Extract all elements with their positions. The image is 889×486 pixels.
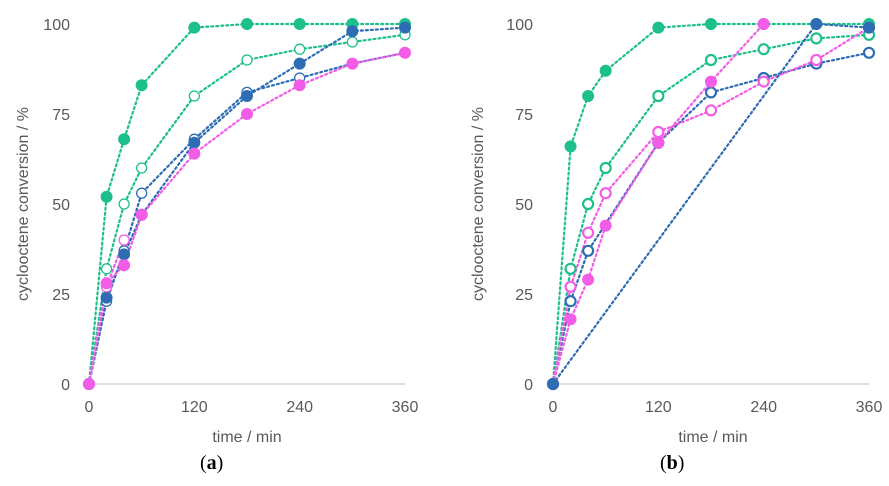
- x-axis-title: time / min: [678, 429, 747, 446]
- data-point: [564, 280, 577, 293]
- data-point: [564, 262, 577, 275]
- caption-a: (a): [200, 452, 224, 474]
- data-point: [346, 25, 359, 38]
- data-point: [564, 295, 577, 308]
- data-point: [652, 21, 665, 34]
- data-point: [582, 197, 595, 211]
- data-point: [599, 219, 612, 232]
- data-point: [188, 21, 201, 34]
- data-point: [704, 104, 718, 117]
- data-point: [241, 90, 253, 102]
- y-tick-label: 75: [515, 107, 533, 124]
- data-point: [564, 140, 577, 153]
- data-point: [83, 378, 95, 390]
- data-point: [241, 108, 253, 120]
- data-point: [100, 263, 113, 275]
- data-point: [757, 75, 770, 88]
- y-tick-label: 0: [61, 377, 70, 394]
- data-point: [582, 273, 595, 286]
- data-point: [118, 198, 130, 210]
- data-point: [582, 244, 595, 257]
- data-point: [293, 18, 306, 30]
- data-point: [293, 57, 306, 70]
- data-point: [241, 54, 253, 66]
- data-point: [705, 18, 717, 30]
- data-point: [862, 46, 876, 59]
- data-point: [705, 75, 717, 88]
- data-point: [135, 208, 148, 221]
- y-tick-label: 25: [52, 287, 70, 304]
- data-point: [346, 36, 358, 48]
- data-point: [100, 291, 113, 304]
- y-tick-label: 50: [515, 197, 533, 214]
- x-tick-label: 360: [392, 399, 419, 416]
- x-tick-label: 240: [286, 399, 313, 416]
- series-line: [87, 22, 407, 386]
- x-tick-label: 360: [856, 399, 883, 416]
- data-point: [188, 136, 201, 149]
- data-point: [582, 226, 595, 239]
- caption-b: (b): [660, 452, 685, 474]
- data-point: [863, 21, 875, 34]
- data-point: [118, 133, 131, 146]
- data-point: [241, 18, 253, 30]
- data-point: [599, 161, 612, 175]
- y-tick-label: 100: [506, 17, 533, 34]
- x-tick-label: 120: [645, 399, 672, 416]
- data-point: [118, 259, 131, 272]
- data-point: [582, 90, 595, 102]
- y-tick-label: 0: [524, 377, 533, 394]
- series-line: [551, 51, 871, 386]
- data-point: [652, 89, 665, 103]
- data-point: [294, 43, 306, 55]
- data-point: [100, 190, 113, 203]
- y-tick-label: 75: [52, 107, 70, 124]
- data-point: [652, 125, 665, 139]
- data-point: [704, 53, 718, 67]
- data-point: [188, 90, 200, 102]
- y-tick-label: 100: [43, 17, 70, 34]
- x-tick-label: 0: [549, 399, 558, 416]
- x-axis-title: time / min: [212, 429, 281, 446]
- data-point: [293, 79, 306, 92]
- y-axis-title: cyclooctene conversion / %: [470, 107, 487, 301]
- data-point: [118, 234, 130, 246]
- y-tick-label: 50: [52, 197, 70, 214]
- data-point: [757, 43, 770, 56]
- x-tick-label: 120: [181, 399, 208, 416]
- data-point: [652, 136, 665, 149]
- caption-a-letter: a: [206, 452, 217, 474]
- x-tick-label: 240: [750, 399, 777, 416]
- data-point: [188, 147, 201, 160]
- data-point: [136, 162, 148, 174]
- data-point: [118, 248, 131, 261]
- series-line: [87, 26, 407, 386]
- data-point: [547, 378, 559, 390]
- x-tick-label: 0: [85, 399, 94, 416]
- data-point: [135, 79, 148, 92]
- data-point: [100, 277, 113, 290]
- data-point: [599, 187, 612, 200]
- data-point: [599, 64, 612, 77]
- chart-panel-a: 0 25 50 75 100 0 120 240 360 time / min cycloocten…: [0, 0, 440, 481]
- data-point: [810, 18, 823, 30]
- data-point: [346, 57, 359, 70]
- y-tick-label: 25: [515, 287, 533, 304]
- chart-panel-b: 0 25 50 75 100 0 120 240 360 time / min cycloocten…: [445, 0, 889, 481]
- data-point: [399, 21, 411, 34]
- data-point: [704, 86, 718, 99]
- data-point: [810, 32, 823, 45]
- chart-a-svg: 0 25 50 75 100 0 120 240 360 time / min cycloocten…: [15, 17, 419, 446]
- caption-b-letter: b: [666, 452, 678, 474]
- data-point: [136, 187, 148, 199]
- data-point: [399, 46, 411, 59]
- data-point: [757, 18, 770, 30]
- data-point: [810, 53, 823, 67]
- chart-b-svg: 0 25 50 75 100 0 120 240 360 time / min cycloocten…: [470, 17, 883, 446]
- y-axis-title: cyclooctene conversion / %: [15, 107, 32, 301]
- data-point: [564, 313, 577, 326]
